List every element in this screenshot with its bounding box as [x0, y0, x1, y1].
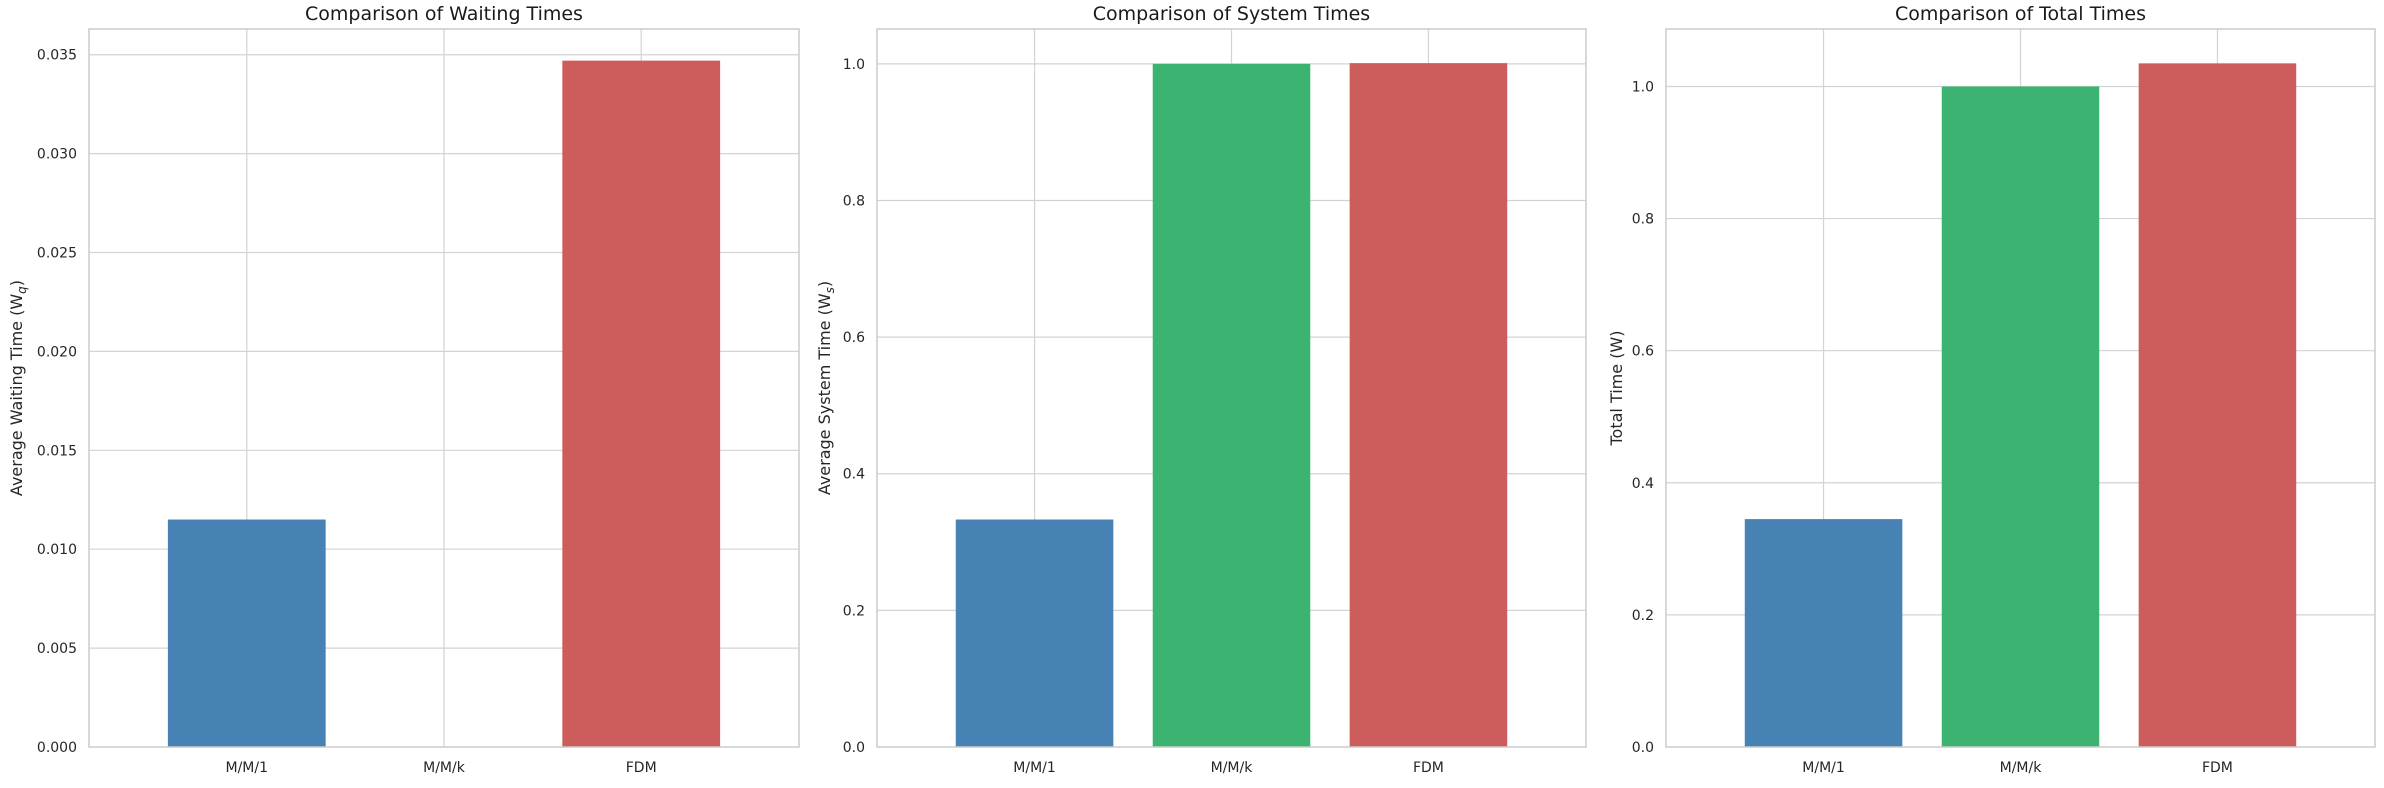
y-tick-label: 0.010 — [37, 542, 77, 558]
y-tick-label: 0.0 — [843, 740, 865, 756]
x-tick-label: M/M/1 — [1013, 760, 1056, 776]
y-tick-label: 0.6 — [1632, 344, 1654, 360]
chart-title: Comparison of System Times — [1093, 3, 1370, 25]
plot-frame — [88, 28, 800, 748]
y-axis-label: Total Time (W) — [1607, 331, 1626, 447]
y-axis-label-text: Average System Time (W — [815, 293, 834, 495]
chart-title: Comparison of Waiting Times — [305, 3, 583, 25]
x-tick-label: M/M/1 — [226, 760, 269, 776]
chart-title: Comparison of Total Times — [1895, 3, 2146, 25]
y-tick-label: 0.035 — [37, 48, 77, 64]
y-tick-label: 1.0 — [1632, 79, 1654, 95]
bar-m-m-1 — [167, 519, 326, 747]
y-axis-label-subscript: s — [823, 287, 837, 293]
bar-m-m-k — [1941, 86, 2100, 747]
y-tick-label: 0.030 — [37, 147, 77, 163]
x-tick-label: M/M/k — [2000, 760, 2043, 776]
x-tick-label: FDM — [2202, 760, 2233, 776]
y-axis-label-subscript: q — [15, 286, 29, 294]
y-tick-label: 0.020 — [37, 344, 77, 360]
y-tick-label: 0.0 — [1632, 740, 1654, 756]
y-axis-label: Average System Time (Ws) — [815, 281, 837, 495]
y-tick-label: 0.2 — [843, 603, 865, 619]
bar-fdm — [2138, 63, 2297, 747]
y-axis-label: Average Waiting Time (Wq) — [7, 280, 29, 496]
y-tick-label: 0.2 — [1632, 608, 1654, 624]
y-axis-label-text: Average Waiting Time (W — [7, 294, 26, 496]
bar-m-m-k — [1152, 63, 1311, 747]
plot-frame — [876, 28, 1587, 748]
y-tick-label: 0.6 — [843, 330, 865, 346]
bar-fdm — [1349, 63, 1508, 747]
y-tick-label: 0.015 — [37, 443, 77, 459]
x-tick-label: FDM — [1413, 760, 1444, 776]
bar-m-m-1 — [1744, 519, 1903, 747]
y-tick-label: 0.4 — [1632, 476, 1654, 492]
plot-frame — [1665, 28, 2376, 748]
x-tick-label: M/M/1 — [1802, 760, 1845, 776]
y-axis-label-close: ) — [815, 281, 834, 287]
chart-waiting: 0.000 0.005 0.010 0.015 0.020 0.025 0.030 0.035… — [7, 3, 800, 776]
y-tick-label: 0.005 — [37, 641, 77, 657]
x-tick-label: FDM — [626, 760, 657, 776]
y-tick-label: 0.8 — [1632, 212, 1654, 228]
y-tick-label: 0.000 — [37, 740, 77, 756]
y-axis-label-text: Total Time (W) — [1607, 331, 1626, 447]
chart-total: 0.0 0.2 0.4 0.6 0.8 1.0 M/M/1 M/M/k FDM Compariso… — [1607, 3, 2376, 776]
chart-system: 0.0 0.2 0.4 0.6 0.8 1.0 M/M/1 M/M/k FDM Compariso… — [815, 3, 1587, 776]
bar-fdm — [562, 60, 721, 747]
y-axis-label-close: ) — [7, 280, 26, 286]
x-tick-label: M/M/k — [423, 760, 466, 776]
y-tick-label: 1.0 — [843, 57, 865, 73]
y-tick-label: 0.025 — [37, 246, 77, 262]
x-tick-label: M/M/k — [1211, 760, 1254, 776]
y-tick-label: 0.8 — [843, 193, 865, 209]
bar-m-m-1 — [955, 519, 1114, 747]
y-tick-label: 0.4 — [843, 467, 865, 483]
